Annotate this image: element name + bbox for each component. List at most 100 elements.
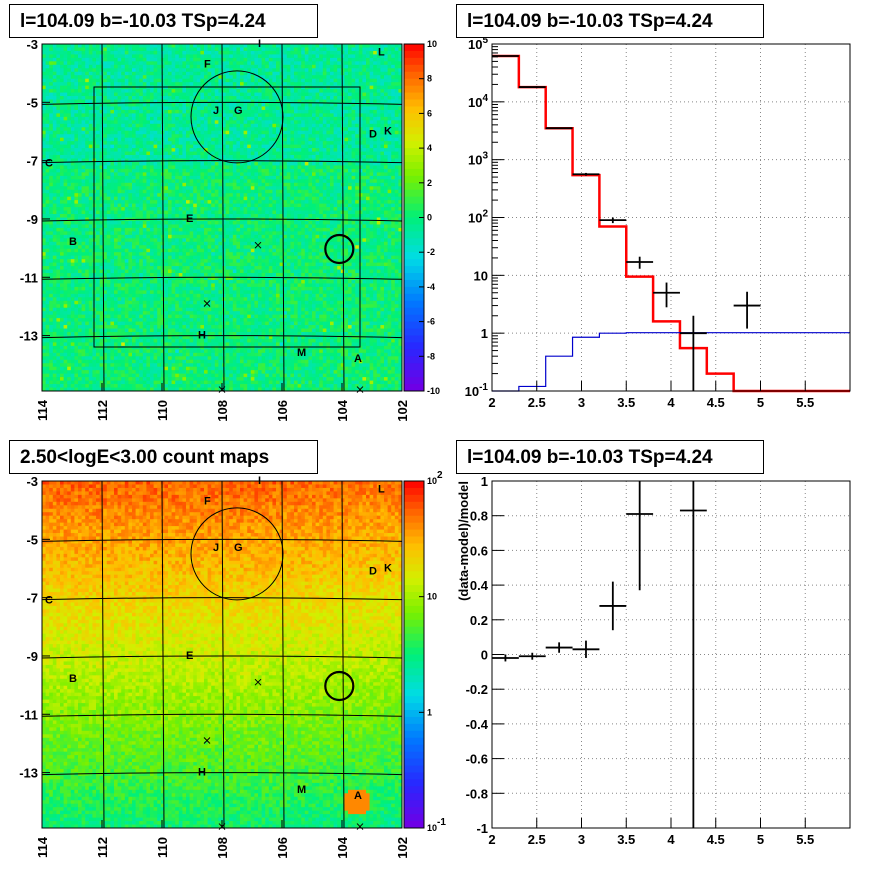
- colorbar-tick-label: 0: [427, 213, 432, 223]
- source-label-J: J: [213, 542, 219, 554]
- y-tick-label: 0.2: [470, 613, 488, 628]
- y-tick-label: 0: [481, 648, 488, 663]
- source-label-C: C: [45, 157, 53, 169]
- source-label-M: M: [297, 347, 306, 359]
- y-tick-label: -0.8: [466, 786, 488, 801]
- source-label-K: K: [384, 125, 392, 137]
- x-tick-label: 112: [95, 400, 110, 421]
- x-tick-label: 4: [667, 395, 675, 410]
- x-tick-label: 5.5: [796, 832, 814, 847]
- x-tick-label: 3: [578, 395, 585, 410]
- source-label-D: D: [369, 565, 377, 577]
- residual-br: -1-0.8-0.6-0.4-0.200.20.40.60.812 2.5 3 3.5…: [456, 474, 850, 847]
- source-label-B: B: [69, 236, 77, 248]
- source-label-C: C: [45, 594, 53, 606]
- colorbar-tick-label: 6: [427, 108, 432, 118]
- colorbar-tick-label: -8: [427, 351, 435, 361]
- x-tick-label: 3.5: [617, 832, 635, 847]
- source-label-A: A: [354, 790, 362, 802]
- y-tick-label: -3: [26, 474, 38, 489]
- x-tick-label: 5.5: [796, 395, 814, 410]
- source-label-J: J: [213, 105, 219, 117]
- y-tick-label: -5: [26, 532, 38, 547]
- x-tick-label: 114: [35, 836, 50, 858]
- panel-title-bottom-left: 2.50<logE<3.00 count maps: [9, 440, 318, 474]
- x-tick-label: 2: [488, 832, 495, 847]
- x-tick-label: 5: [757, 395, 764, 410]
- y-tick-label: -0.4: [466, 717, 489, 732]
- y-tick-label: -5: [26, 95, 38, 110]
- y-tick-label: 1: [481, 474, 488, 489]
- source-label-M: M: [297, 784, 306, 796]
- source-label-F: F: [204, 58, 211, 70]
- x-tick-label: 110: [155, 837, 170, 858]
- colorbar: 102 10 1 10-1: [404, 470, 446, 833]
- source-label-A: A: [354, 353, 362, 365]
- panel-title-bottom-right: l=104.09 b=-10.03 TSp=4.24: [456, 440, 764, 474]
- x-tick-label: 3.5: [617, 395, 635, 410]
- y-tick-label: 10: [474, 268, 488, 283]
- colorbar-tick-label: 4: [427, 143, 432, 153]
- y-tick-label: -11: [20, 270, 38, 285]
- colorbar-tick-label: 10: [427, 39, 437, 49]
- y-tick-label: -9: [26, 212, 38, 227]
- source-label-G: G: [234, 105, 243, 117]
- x-tick-label: 102: [395, 400, 410, 422]
- source-label-E: E: [186, 213, 193, 225]
- x-tick-label: 2: [488, 395, 495, 410]
- y-tick-label: -0.6: [466, 752, 488, 767]
- data-point: [519, 87, 546, 88]
- x-tick-label: 4.5: [707, 395, 725, 410]
- colorbar-tick-label: 102: [427, 470, 443, 486]
- y-tick-label: 0.4: [470, 578, 489, 593]
- y-tick-label: -7: [26, 591, 38, 606]
- source-label-L: L: [378, 484, 385, 496]
- x-tick-label: 104: [335, 836, 350, 858]
- y-tick-label: -0.2: [466, 682, 488, 697]
- source-label-D: D: [369, 128, 377, 140]
- y-tick-label: 103: [468, 151, 488, 168]
- x-tick-label: 5: [757, 832, 764, 847]
- colorbar-tick-label: -4: [427, 282, 435, 292]
- x-tick-label: 104: [335, 399, 350, 421]
- source-label-H: H: [198, 330, 206, 342]
- x-tick-label: 102: [395, 837, 410, 859]
- y-tick-label: -7: [26, 154, 38, 169]
- y-tick-label: 104: [468, 93, 488, 110]
- y-tick-label: -3: [26, 37, 38, 52]
- y-axis-label: (data-model)/model: [456, 481, 471, 601]
- x-tick-label: 106: [275, 837, 290, 859]
- colorbar-tick-label: 10: [427, 592, 437, 602]
- colorbar-tick-label: 8: [427, 74, 432, 84]
- x-tick-label: 106: [275, 400, 290, 422]
- y-tick-label: -1: [476, 821, 488, 836]
- panel-title-top-right: l=104.09 b=-10.03 TSp=4.24: [456, 4, 764, 38]
- y-tick-label: 102: [468, 209, 488, 226]
- y-tick-label: 0.8: [470, 509, 488, 524]
- y-tick-label: -13: [19, 329, 38, 344]
- y-tick-label: 1: [481, 326, 488, 341]
- colorbar-tick-label: 10-1: [427, 817, 446, 833]
- source-label-L: L: [378, 47, 385, 59]
- x-tick-label: 108: [215, 400, 230, 422]
- colorbar-tick-label: -2: [427, 247, 435, 257]
- x-tick-label: 2.5: [528, 832, 546, 847]
- x-tick-label: 110: [155, 400, 170, 421]
- source-label-K: K: [384, 562, 392, 574]
- source-label-G: G: [234, 542, 243, 554]
- x-tick-label: 114: [35, 399, 50, 421]
- source-label-H: H: [198, 767, 206, 779]
- colorbar-tick-label: 1: [427, 707, 432, 717]
- y-tick-label: -9: [26, 649, 38, 664]
- source-label-E: E: [186, 650, 193, 662]
- y-tick-label: 10-1: [465, 382, 489, 399]
- colorbar-tick-label: -10: [427, 386, 440, 396]
- colorbar-tick-label: -6: [427, 317, 435, 327]
- source-label-B: B: [69, 673, 77, 685]
- x-tick-label: 3: [578, 832, 585, 847]
